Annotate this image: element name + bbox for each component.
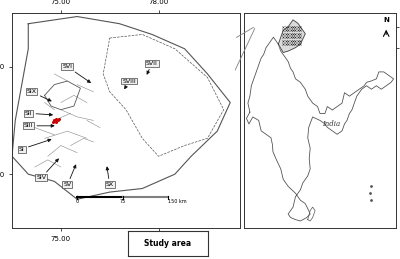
Text: SIII: SIII (24, 123, 54, 128)
Text: SV: SV (63, 165, 76, 188)
Text: SIV: SIV (36, 159, 58, 180)
Text: Study area: Study area (144, 239, 192, 248)
Text: SVI: SVI (62, 64, 90, 83)
Text: SX: SX (106, 167, 114, 188)
Polygon shape (278, 20, 305, 53)
Text: SVIII: SVIII (122, 78, 136, 89)
Text: India: India (322, 120, 340, 128)
Text: SVII: SVII (146, 61, 158, 74)
Text: 0: 0 (76, 199, 79, 204)
Text: SII: SII (24, 111, 52, 116)
Text: 150 km: 150 km (168, 199, 187, 204)
Text: 75: 75 (120, 199, 126, 204)
Text: N: N (383, 17, 389, 23)
Text: SI: SI (19, 139, 51, 152)
Text: SIX: SIX (26, 89, 51, 101)
Polygon shape (246, 37, 394, 221)
